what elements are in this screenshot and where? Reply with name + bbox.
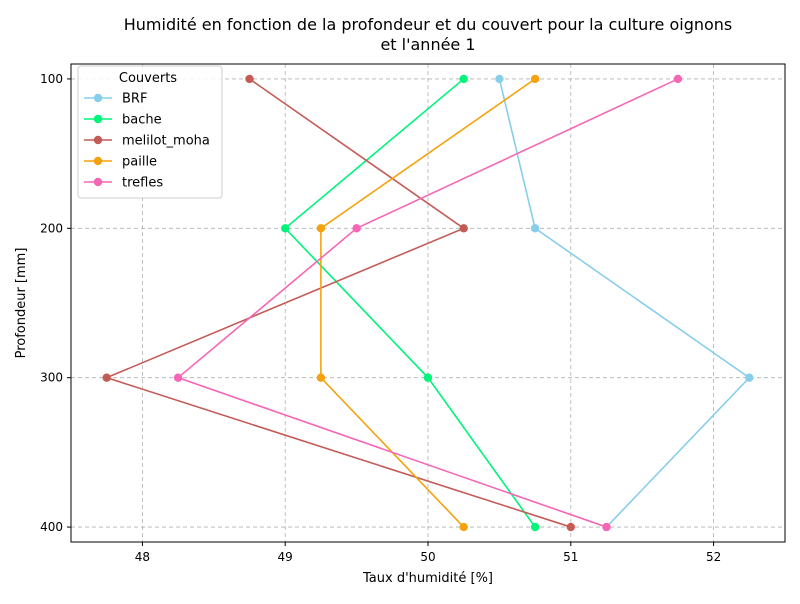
chart-title-line2: et l'année 1 xyxy=(380,35,475,54)
legend-label-melilot_moha: melilot_moha xyxy=(122,134,210,149)
data-point-paille xyxy=(316,373,326,382)
x-tick-label: 51 xyxy=(563,550,578,564)
data-point-paille xyxy=(459,522,468,532)
x-tick-label: 49 xyxy=(278,550,293,564)
legend-marker-trefles xyxy=(93,177,103,187)
legend-marker-melilot_moha xyxy=(93,135,103,145)
x-axis-label: Taux d'humidité [%] xyxy=(362,571,493,586)
legend-label-BRF: BRF xyxy=(122,92,147,107)
x-tick-label: 48 xyxy=(135,550,150,564)
legend-label-bache: bache xyxy=(122,113,162,128)
data-point-BRF xyxy=(745,373,754,382)
series-group xyxy=(102,74,754,532)
x-tick-label: 52 xyxy=(706,550,721,564)
legend-label-trefles: trefles xyxy=(122,176,163,191)
data-point-trefles xyxy=(352,224,361,233)
plot-area-frame xyxy=(70,63,786,543)
series-line-BRF xyxy=(498,78,751,528)
axis-ticks: 48 49 50 51 52 100 200 300 400 xyxy=(40,72,721,564)
series-line-bache xyxy=(284,78,536,528)
series-line-melilot_moha xyxy=(104,78,572,528)
data-point-BRF xyxy=(530,224,540,233)
data-point-bache xyxy=(530,522,540,532)
y-tick-label: 200 xyxy=(40,221,63,235)
legend-title: Couverts xyxy=(119,71,177,86)
data-point-trefles xyxy=(673,74,683,84)
legend-marker-paille xyxy=(93,156,103,166)
chart-title-line1: Humidité en fonction de la profondeur et… xyxy=(124,15,733,34)
data-point-melilot_moha xyxy=(459,224,468,233)
data-point-paille xyxy=(316,224,326,233)
data-point-melilot_moha xyxy=(245,74,254,84)
legend-box xyxy=(77,65,223,199)
data-point-BRF xyxy=(495,74,504,84)
data-point-trefles xyxy=(602,522,611,532)
data-point-trefles xyxy=(173,373,183,382)
y-tick-label: 100 xyxy=(40,72,63,86)
y-axis-label: Profondeur [mm] xyxy=(14,248,29,359)
legend-marker-BRF xyxy=(93,93,103,103)
legend-label-paille: paille xyxy=(122,155,157,170)
data-point-paille xyxy=(530,74,540,84)
legend-marker-bache xyxy=(93,114,103,124)
data-point-bache xyxy=(423,373,433,382)
data-point-bache xyxy=(281,224,290,233)
data-point-melilot_moha xyxy=(102,373,111,382)
x-tick-label: 50 xyxy=(420,550,435,564)
y-tick-label: 300 xyxy=(40,371,63,385)
series-line-trefles xyxy=(176,78,679,528)
y-tick-label: 400 xyxy=(40,520,63,534)
data-point-melilot_moha xyxy=(566,522,575,532)
data-point-bache xyxy=(459,74,468,84)
